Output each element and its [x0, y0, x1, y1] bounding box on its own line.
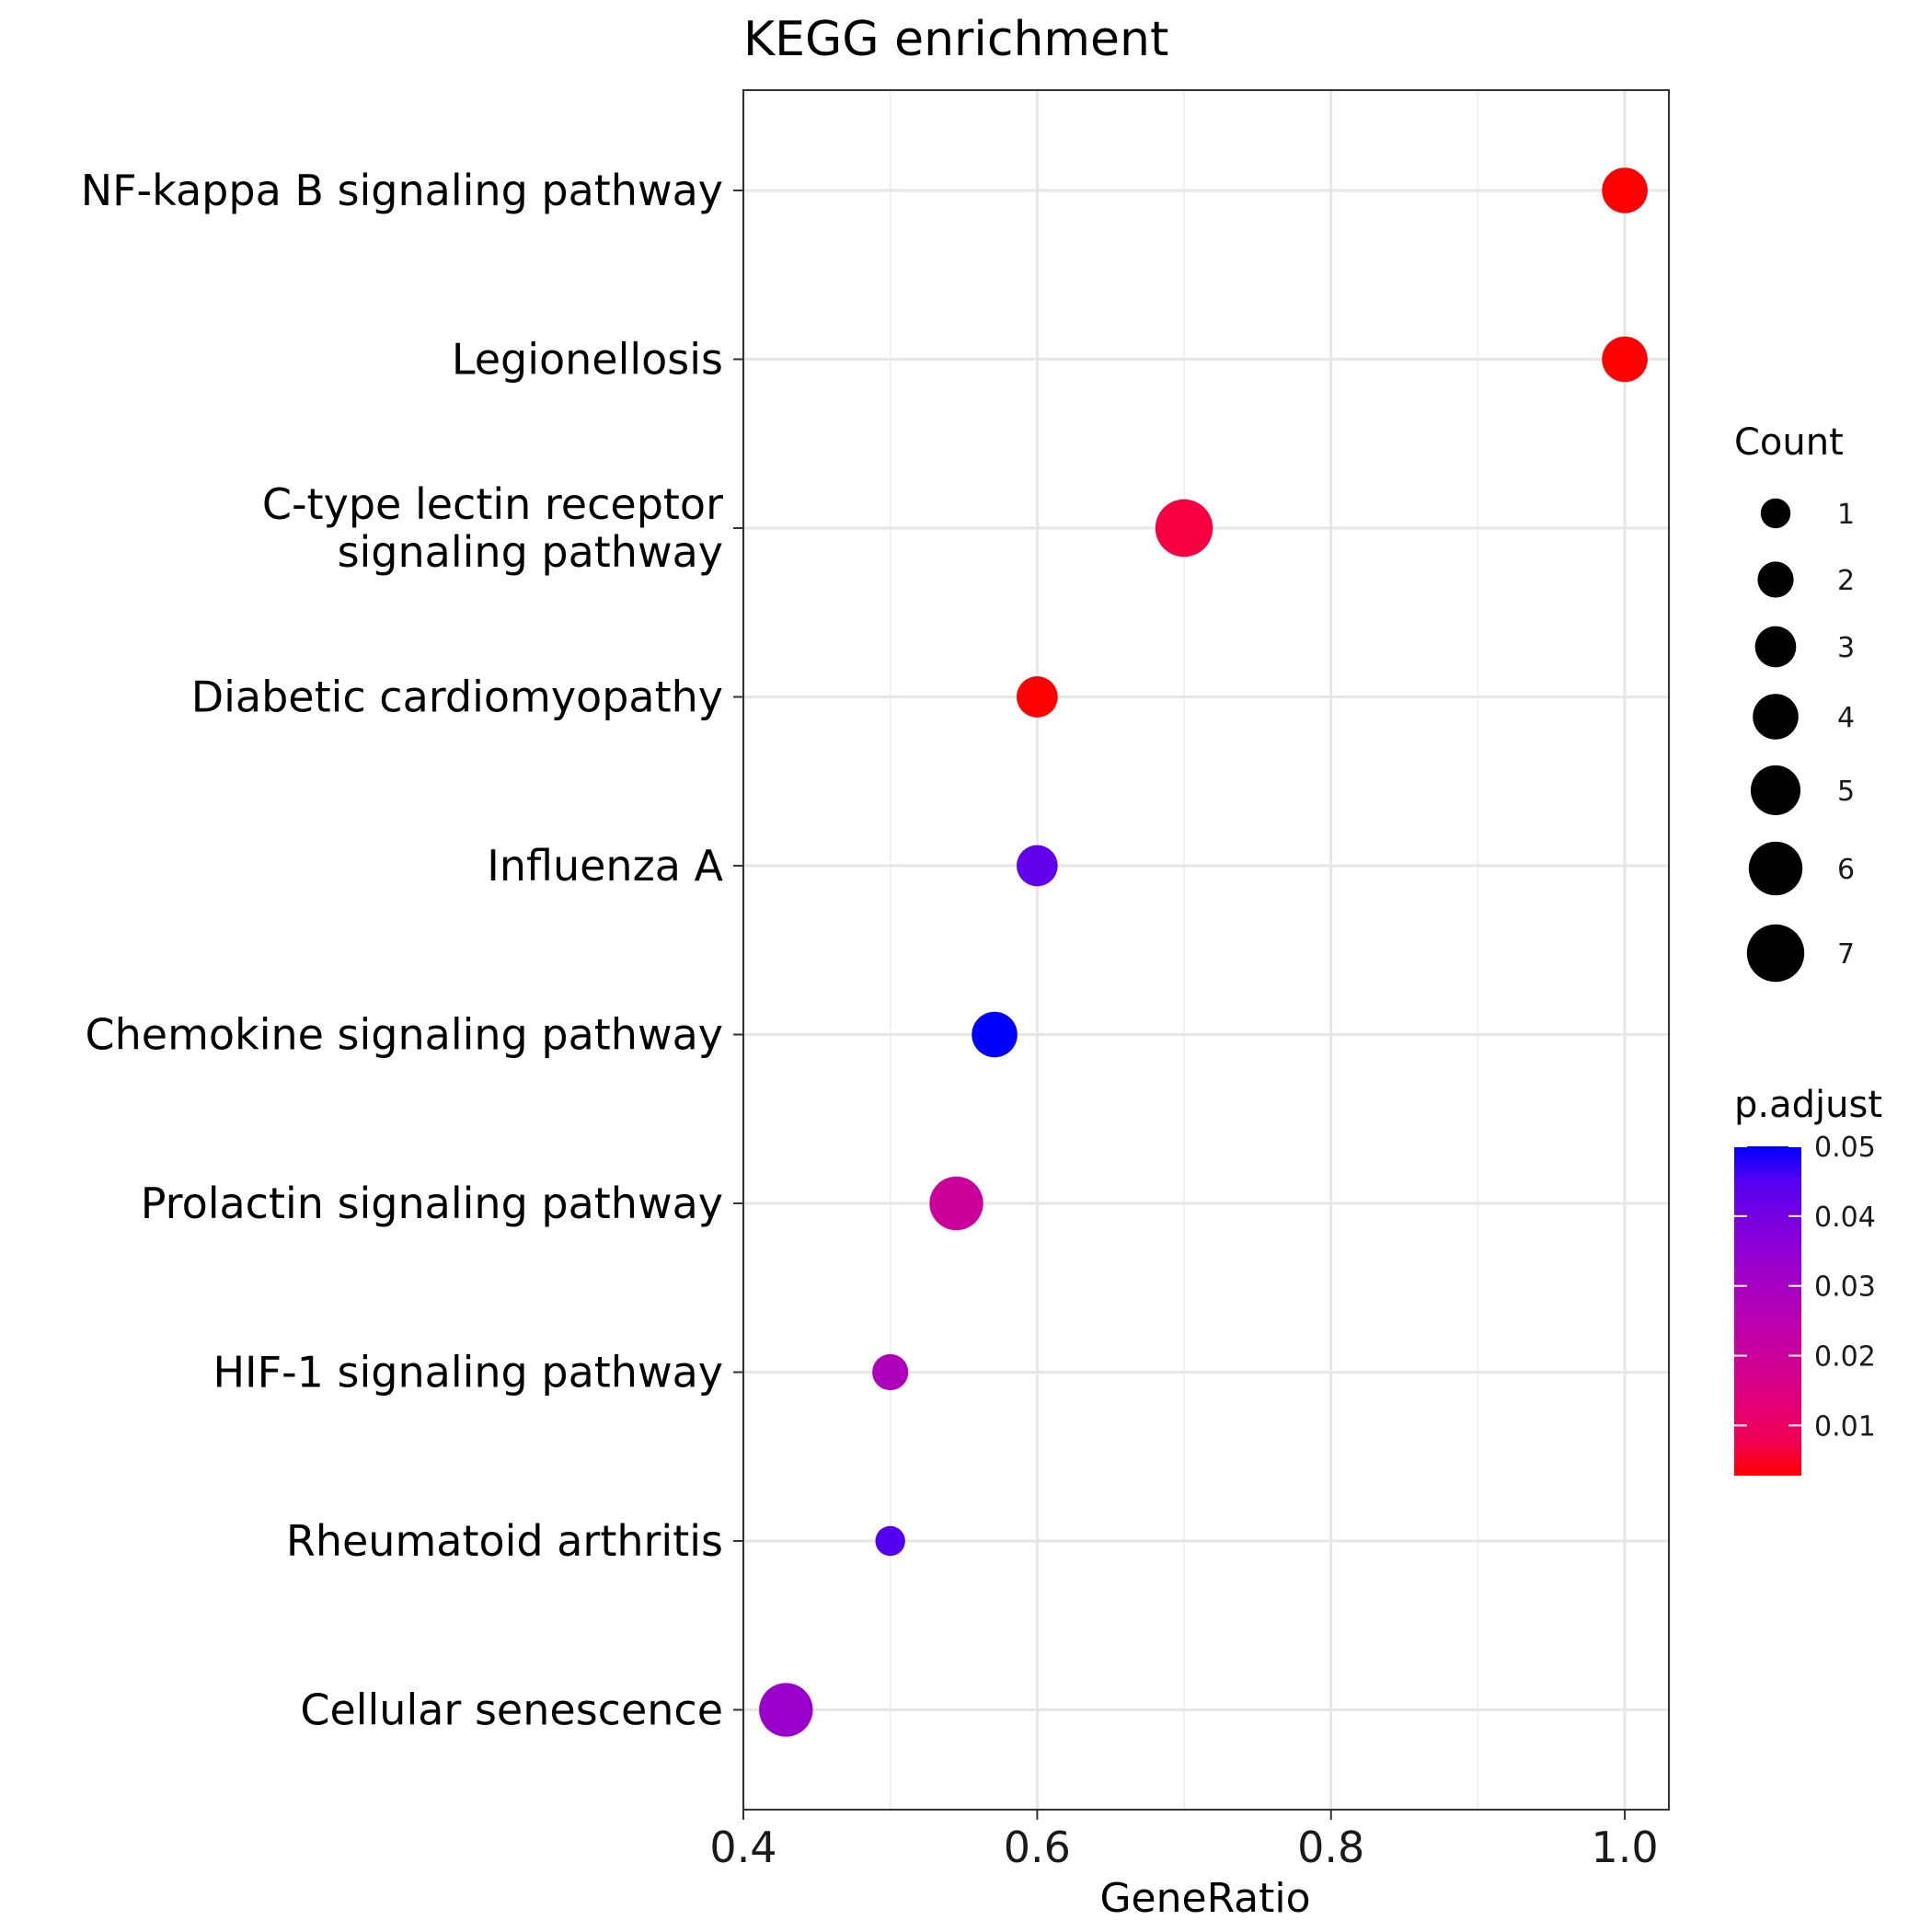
data-point: [1602, 336, 1648, 383]
count-legend-label: 5: [1837, 776, 1855, 808]
count-legend-key: [1753, 694, 1799, 740]
data-point: [1017, 676, 1058, 718]
panel-border: [742, 89, 1670, 1811]
y-tick-label: HIF-1 signaling pathway: [213, 1348, 723, 1397]
colorbar-label: 0.03: [1814, 1271, 1876, 1304]
x-tick-label: 0.4: [709, 1823, 776, 1872]
y-tick-label: Legionellosis: [452, 335, 723, 385]
chart-title: KEGG enrichment: [743, 12, 1168, 67]
y-tick-label: Rheumatoid arthritis: [286, 1516, 723, 1566]
count-legend-label: 6: [1837, 854, 1855, 886]
y-tick-label: NF-kappa B signaling pathway: [81, 166, 723, 215]
p-adjust-colorbar: [1734, 1146, 1801, 1476]
count-legend: Count 1 2 3 4 5 6 7: [1734, 421, 1855, 983]
count-legend-title: Count: [1734, 421, 1844, 464]
colorbar-label: 0.04: [1814, 1202, 1876, 1234]
plot-area: NF-kappa B signaling pathway Legionellosi…: [81, 89, 1670, 1872]
y-tick-label: Diabetic cardiomyopathy: [191, 673, 723, 722]
x-tick-label: 1.0: [1592, 1823, 1659, 1872]
count-legend-key: [1760, 498, 1791, 529]
y-tick-label: Chemokine signaling pathway: [86, 1010, 723, 1060]
count-legend-key: [1754, 626, 1797, 668]
y-tick-label: Prolactin signaling pathway: [141, 1179, 723, 1228]
colorbar-label: 0.05: [1814, 1132, 1876, 1164]
data-point: [875, 1525, 905, 1557]
data-point: [872, 1353, 909, 1391]
y-tick-label: Influenza A: [487, 841, 723, 891]
x-tick-label: 0.6: [1004, 1823, 1071, 1872]
colorbar-label: 0.02: [1814, 1341, 1876, 1374]
count-legend-label: 3: [1837, 632, 1855, 664]
count-legend-key: [1750, 765, 1801, 816]
data-point: [1155, 499, 1213, 558]
p-adjust-legend: p.adjust 0.05 0.04 0.03 0.02 0.01: [1734, 1084, 1882, 1476]
count-legend-label: 2: [1837, 565, 1855, 597]
data-point: [929, 1176, 983, 1231]
count-legend-key: [1757, 561, 1794, 598]
p-adjust-legend-title: p.adjust: [1734, 1084, 1882, 1126]
colorbar-label: 0.01: [1814, 1410, 1876, 1443]
count-legend-key: [1748, 841, 1803, 896]
count-legend-key: [1746, 924, 1805, 983]
data-point: [759, 1683, 813, 1737]
data-point: [1017, 845, 1058, 887]
count-legend-label: 1: [1837, 499, 1855, 531]
y-tick-label: Cellular senescence: [300, 1685, 723, 1735]
count-legend-label: 7: [1837, 938, 1855, 971]
x-tick-label: 0.8: [1297, 1823, 1364, 1872]
data-point: [1602, 167, 1648, 213]
y-tick-label: C-type lectin receptor signaling pathway: [262, 479, 723, 577]
count-legend-label: 4: [1837, 702, 1855, 734]
x-axis-title: GeneRatio: [1099, 1875, 1310, 1922]
data-point: [972, 1011, 1018, 1058]
